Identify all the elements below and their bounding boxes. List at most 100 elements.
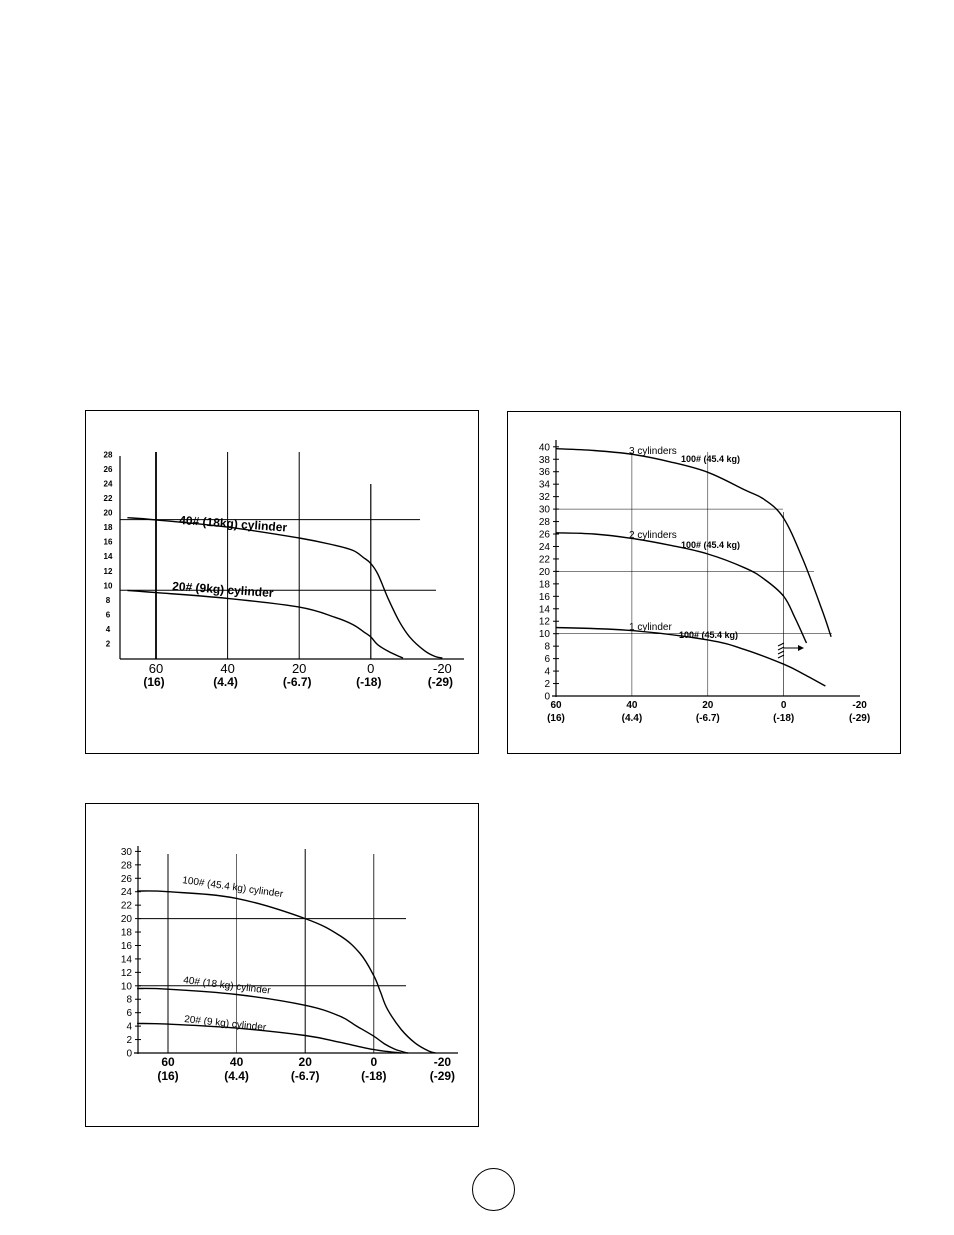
chart-b-svg: 024681012141618202224262830323436384060(… (539, 440, 870, 724)
y-tick-label: 0 (544, 692, 550, 703)
y-tick-label: 8 (544, 642, 550, 653)
y-tick-label: 14 (121, 954, 133, 965)
y-tick-label: 28 (539, 517, 551, 528)
x-sub-label: (-29) (849, 713, 870, 724)
y-tick-label: 4 (126, 1022, 132, 1033)
x-tick-label: 0 (367, 661, 374, 676)
y-tick-label: 26 (121, 874, 133, 885)
series-label: 100# (45.4 kg) cylinder (182, 875, 285, 900)
y-tick-label: 24 (539, 542, 551, 553)
series-line (137, 1022, 402, 1054)
chart-panel-cylinder-18kg-9kg: 2 4 6 8 10 12 14 16 18 20 22 24 26 28 60 (16) 40 (4.4) 20(… (85, 410, 479, 754)
y-tick-label: 20 (121, 914, 133, 925)
x-tick-label: 60 (149, 661, 163, 676)
x-tick-label: -20 (434, 1055, 452, 1069)
y-tick-label: 38 (539, 455, 551, 466)
y-tick-label: 36 (539, 467, 551, 478)
y-tick-label: 20 (539, 567, 551, 578)
x-tick-label: 20 (702, 700, 714, 711)
chart-c-svg: 02468101214161820222426283060(16)40(4.4)… (121, 846, 458, 1083)
y-tick-label: 16 (121, 941, 133, 952)
y-tick-label: 28 (104, 450, 113, 459)
series-line (137, 890, 436, 1054)
x-sub-label: (-6.7) (291, 1069, 320, 1083)
x-tick-label: 20 (292, 661, 306, 676)
y-tick-label: 14 (539, 604, 551, 615)
y-tick-label: 18 (539, 579, 551, 590)
y-tick-label: 14 (104, 552, 113, 561)
x-sub-label: (-29) (428, 675, 453, 689)
y-tick-label: 8 (126, 995, 132, 1006)
x-tick-label: -20 (433, 661, 452, 676)
y-tick-label: 22 (104, 494, 113, 503)
series-label: 3 cylinders (629, 446, 677, 457)
x-sub-label: (16) (547, 713, 565, 724)
y-tick-label: 10 (121, 981, 133, 992)
y-tick-label: 30 (539, 505, 551, 516)
y-tick-label: 4 (106, 625, 111, 634)
arrow-right-icon (798, 645, 804, 651)
x-sub-label: (-18) (773, 713, 794, 724)
y-tick-label: 10 (539, 629, 551, 640)
y-tick-label: 28 (121, 860, 133, 871)
y-tick-label: 26 (104, 465, 113, 474)
page-number-circle (472, 1168, 515, 1211)
y-tick-label: 6 (106, 610, 111, 619)
x-tick-label: 20 (299, 1055, 313, 1069)
y-tick-label: 0 (126, 1049, 132, 1060)
y-tick-label: 10 (104, 581, 113, 590)
x-sub-label: (4.4) (224, 1069, 249, 1083)
x-sub-label: (16) (157, 1069, 178, 1083)
y-tick-label: 12 (539, 617, 551, 628)
chart-a-svg: 24681012141618202224262860(16)40(4.4)20(… (104, 450, 464, 689)
y-tick-label: 24 (104, 480, 113, 489)
x-sub-label: (-6.7) (696, 713, 720, 724)
series-label: 2 cylinders (629, 530, 677, 541)
y-tick-label: 18 (104, 523, 113, 532)
break-mark-icon (777, 642, 785, 659)
series-line (137, 987, 409, 1054)
series-annotation: 100# (45.4 kg) (679, 630, 738, 640)
series-label: 20# (9kg) cylinder (172, 579, 274, 600)
y-tick-label: 4 (544, 667, 550, 678)
series-label: 40# (18kg) cylinder (179, 513, 288, 535)
x-sub-label: (-18) (356, 675, 381, 689)
y-tick-label: 6 (544, 654, 550, 665)
y-tick-label: 22 (539, 554, 551, 565)
y-tick-label: 18 (121, 928, 133, 939)
x-sub-label: (-29) (430, 1069, 455, 1083)
x-tick-label: 40 (626, 700, 638, 711)
x-tick-label: 40 (230, 1055, 244, 1069)
chart-panel-100lb-cylinders: 0 2 4 6 8 10 12 14 16 18 20 22 24 26 28 30 32 34 36 38 40 60(… (507, 411, 901, 754)
y-tick-label: 6 (126, 1008, 132, 1019)
y-tick-label: 32 (539, 492, 551, 503)
series-line (555, 448, 832, 638)
x-tick-label: -20 (852, 700, 867, 711)
y-tick-label: 12 (104, 567, 113, 576)
x-sub-label: (16) (143, 675, 164, 689)
x-tick-label: 60 (550, 700, 562, 711)
y-tick-label: 26 (539, 530, 551, 541)
series-line (555, 532, 808, 644)
y-tick-label: 16 (104, 538, 113, 547)
series-label: 20# (9 kg) cylinder (184, 1014, 268, 1034)
chart-panel-three-cylinder-sizes: 0 2 4 6 8 10 12 14 16 18 20 22 24 26 28 30 60 (16) 40 (4.4)… (85, 803, 479, 1127)
x-sub-label: (4.4) (213, 675, 238, 689)
y-tick-label: 34 (539, 480, 551, 491)
series-line (127, 517, 443, 659)
x-tick-label: 0 (370, 1055, 377, 1069)
series-annotation: 100# (45.4 kg) (681, 454, 740, 464)
y-tick-label: 30 (121, 847, 133, 858)
x-tick-label: 40 (220, 661, 234, 676)
series-line (127, 589, 404, 659)
series-annotation: 100# (45.4 kg) (681, 540, 740, 550)
x-sub-label: (4.4) (622, 713, 643, 724)
x-tick-label: 0 (781, 700, 787, 711)
y-tick-label: 16 (539, 592, 551, 603)
y-tick-label: 20 (104, 509, 113, 518)
y-tick-label: 8 (106, 596, 111, 605)
y-tick-label: 2 (106, 639, 111, 648)
y-tick-label: 40 (539, 442, 551, 453)
series-label: 1 cylinder (629, 622, 672, 633)
x-sub-label: (-6.7) (283, 675, 312, 689)
